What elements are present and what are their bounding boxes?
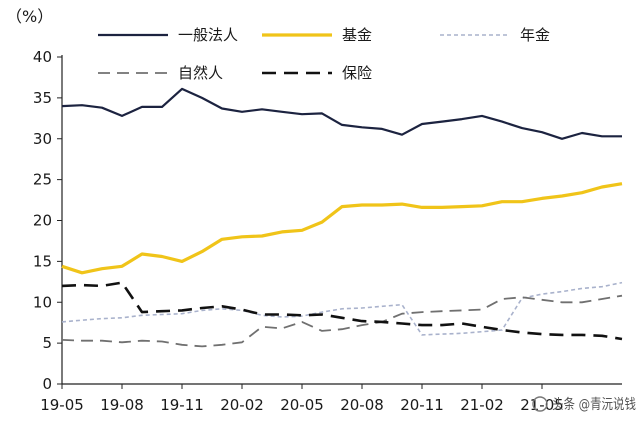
y-tick-label: 30 bbox=[33, 130, 52, 148]
y-tick-label: 40 bbox=[33, 48, 52, 66]
y-tick-label: 20 bbox=[33, 212, 52, 230]
legend-label-2: 基金 bbox=[342, 26, 372, 44]
y-tick-label: 35 bbox=[33, 89, 52, 107]
legend-label-1: 一般法人 bbox=[178, 26, 238, 44]
y-tick-label: 5 bbox=[42, 334, 52, 352]
x-tick-label: 19-08 bbox=[100, 396, 144, 414]
series-line-4 bbox=[61, 294, 623, 348]
watermark-text: 头条 @青沅说钱 bbox=[552, 396, 636, 413]
x-tick-label: 20-05 bbox=[280, 396, 324, 414]
y-tick-label: 0 bbox=[42, 375, 52, 393]
x-tick-label: 21-05 bbox=[520, 396, 564, 414]
x-tick-label: 21-02 bbox=[460, 396, 504, 414]
series-line-3 bbox=[61, 281, 623, 336]
x-tick-label: 20-11 bbox=[400, 396, 444, 414]
y-axis-unit-label: （%） bbox=[6, 7, 53, 26]
chart-axes: 0 5 10 15 20 25 30 35 40 19-05 19-08 19-11 20-02 20-0… bbox=[33, 48, 622, 414]
y-tick-label: 10 bbox=[33, 293, 52, 311]
legend-label-4: 自然人 bbox=[178, 64, 223, 82]
legend-label-3: 年金 bbox=[520, 26, 550, 44]
series-layer bbox=[61, 87, 623, 348]
watermark-logo-icon bbox=[532, 396, 548, 412]
x-tick-label: 19-05 bbox=[40, 396, 84, 414]
watermark: 头条 @青沅说钱 bbox=[532, 396, 636, 413]
legend-label-5: 保险 bbox=[342, 64, 372, 82]
x-tick-label: 20-08 bbox=[340, 396, 384, 414]
y-tick-label: 15 bbox=[33, 252, 52, 270]
series-line-2 bbox=[61, 182, 623, 275]
series-line-1 bbox=[61, 87, 622, 140]
x-tick-label: 20-02 bbox=[220, 396, 264, 414]
y-tick-label: 25 bbox=[33, 171, 52, 189]
x-tick-label: 19-11 bbox=[160, 396, 204, 414]
series-line-5 bbox=[61, 281, 623, 341]
